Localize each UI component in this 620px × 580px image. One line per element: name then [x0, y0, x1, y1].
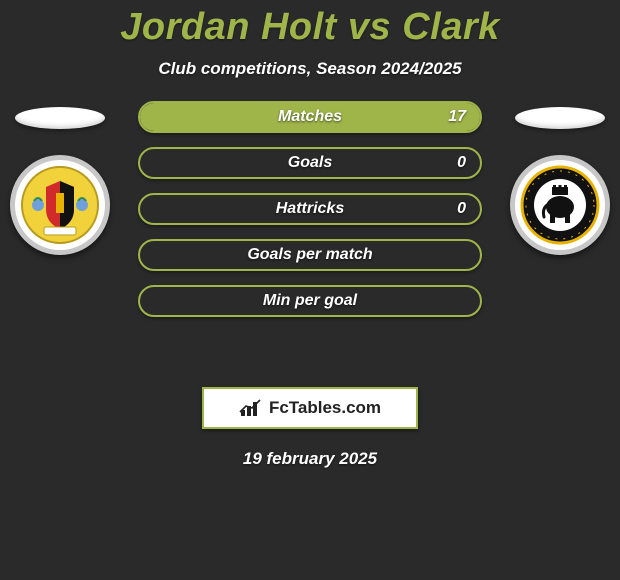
player-right-ellipse [515, 107, 605, 129]
dumbarton-icon [520, 165, 600, 245]
stat-bars: Matches 17 Goals 0 Hattricks 0 Goals per… [138, 101, 482, 331]
chart-icon [239, 398, 263, 418]
stat-label: Goals [140, 149, 480, 177]
stat-bar-goals-per-match: Goals per match [138, 239, 482, 271]
stat-bar-goals: Goals 0 [138, 147, 482, 179]
player-right-column [500, 101, 620, 381]
stat-value: 0 [457, 149, 466, 177]
subtitle: Club competitions, Season 2024/2025 [0, 59, 620, 79]
stat-value: 0 [457, 195, 466, 223]
banner-text: FcTables.com [269, 398, 381, 418]
comparison-stage: Matches 17 Goals 0 Hattricks 0 Goals per… [0, 101, 620, 381]
annan-athletic-icon [20, 165, 100, 245]
page-title: Jordan Holt vs Clark [0, 0, 620, 49]
stat-bar-matches: Matches 17 [138, 101, 482, 133]
club-badge-right [510, 155, 610, 255]
stat-label: Min per goal [140, 287, 480, 315]
club-badge-left [10, 155, 110, 255]
date-text: 19 february 2025 [0, 449, 620, 469]
player-left-ellipse [15, 107, 105, 129]
source-banner[interactable]: FcTables.com [202, 387, 418, 429]
player-left-column [0, 101, 120, 381]
stat-label: Goals per match [140, 241, 480, 269]
stat-bar-hattricks: Hattricks 0 [138, 193, 482, 225]
stat-value: 17 [448, 103, 466, 131]
stat-bar-min-per-goal: Min per goal [138, 285, 482, 317]
stat-label: Hattricks [140, 195, 480, 223]
stat-label: Matches [140, 103, 480, 131]
